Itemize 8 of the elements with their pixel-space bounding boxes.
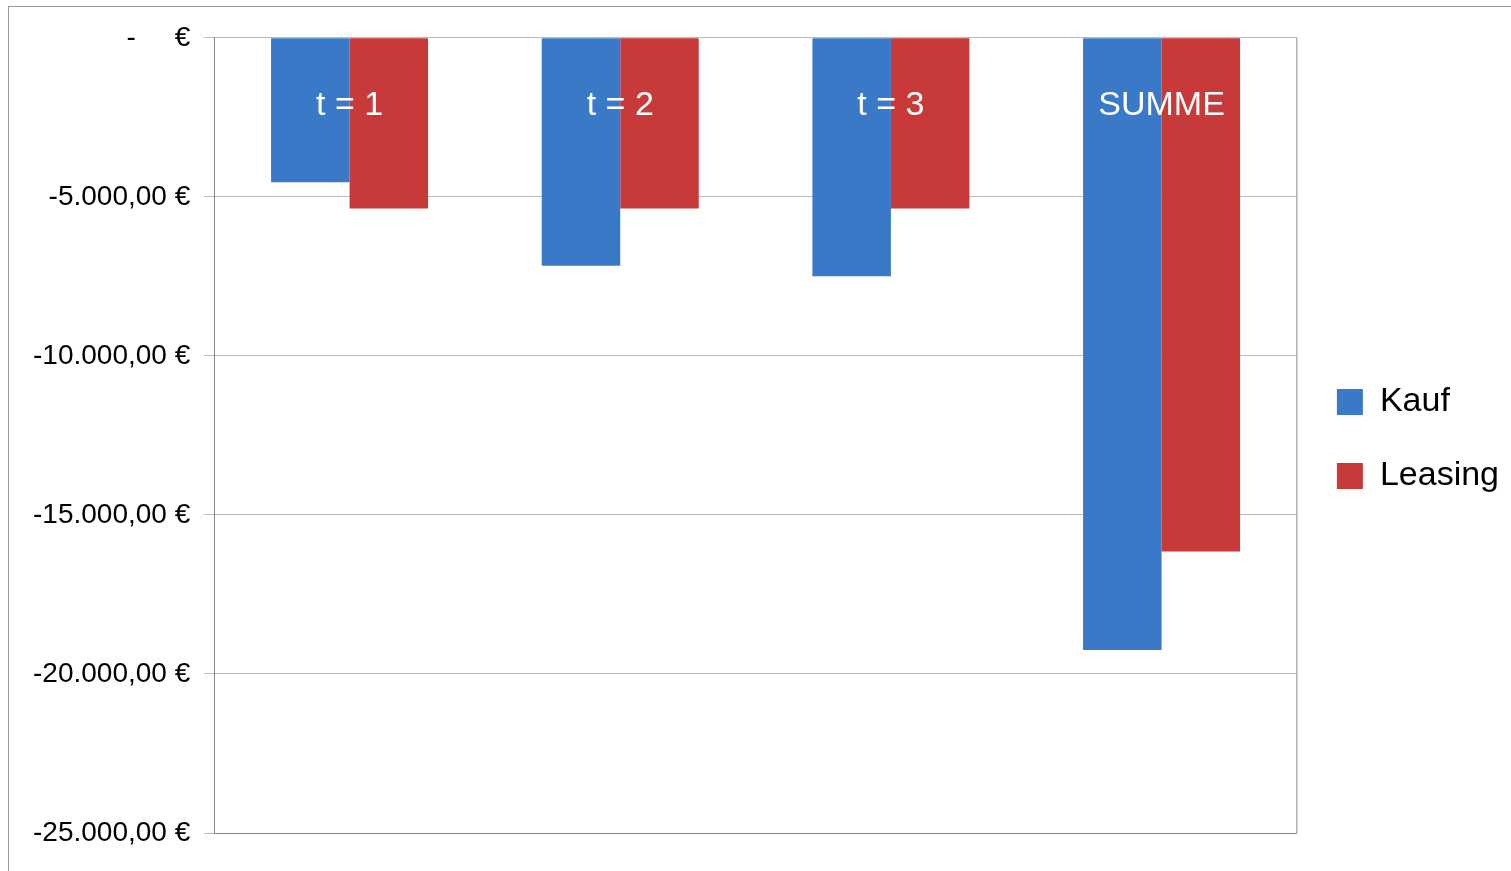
- y-tick-label: -20.000,00 €: [32, 656, 191, 688]
- y-tick-label: -15.000,00 €: [32, 497, 191, 529]
- legend-label: Kauf: [1379, 380, 1451, 419]
- y-tick-label: -5.000,00 €: [48, 179, 191, 211]
- y-tick-label: - €: [126, 20, 191, 52]
- y-tick-label: -25.000,00 €: [32, 815, 191, 847]
- legend-label: Leasing: [1379, 454, 1500, 493]
- y-tick-label: -10.000,00 €: [32, 338, 191, 370]
